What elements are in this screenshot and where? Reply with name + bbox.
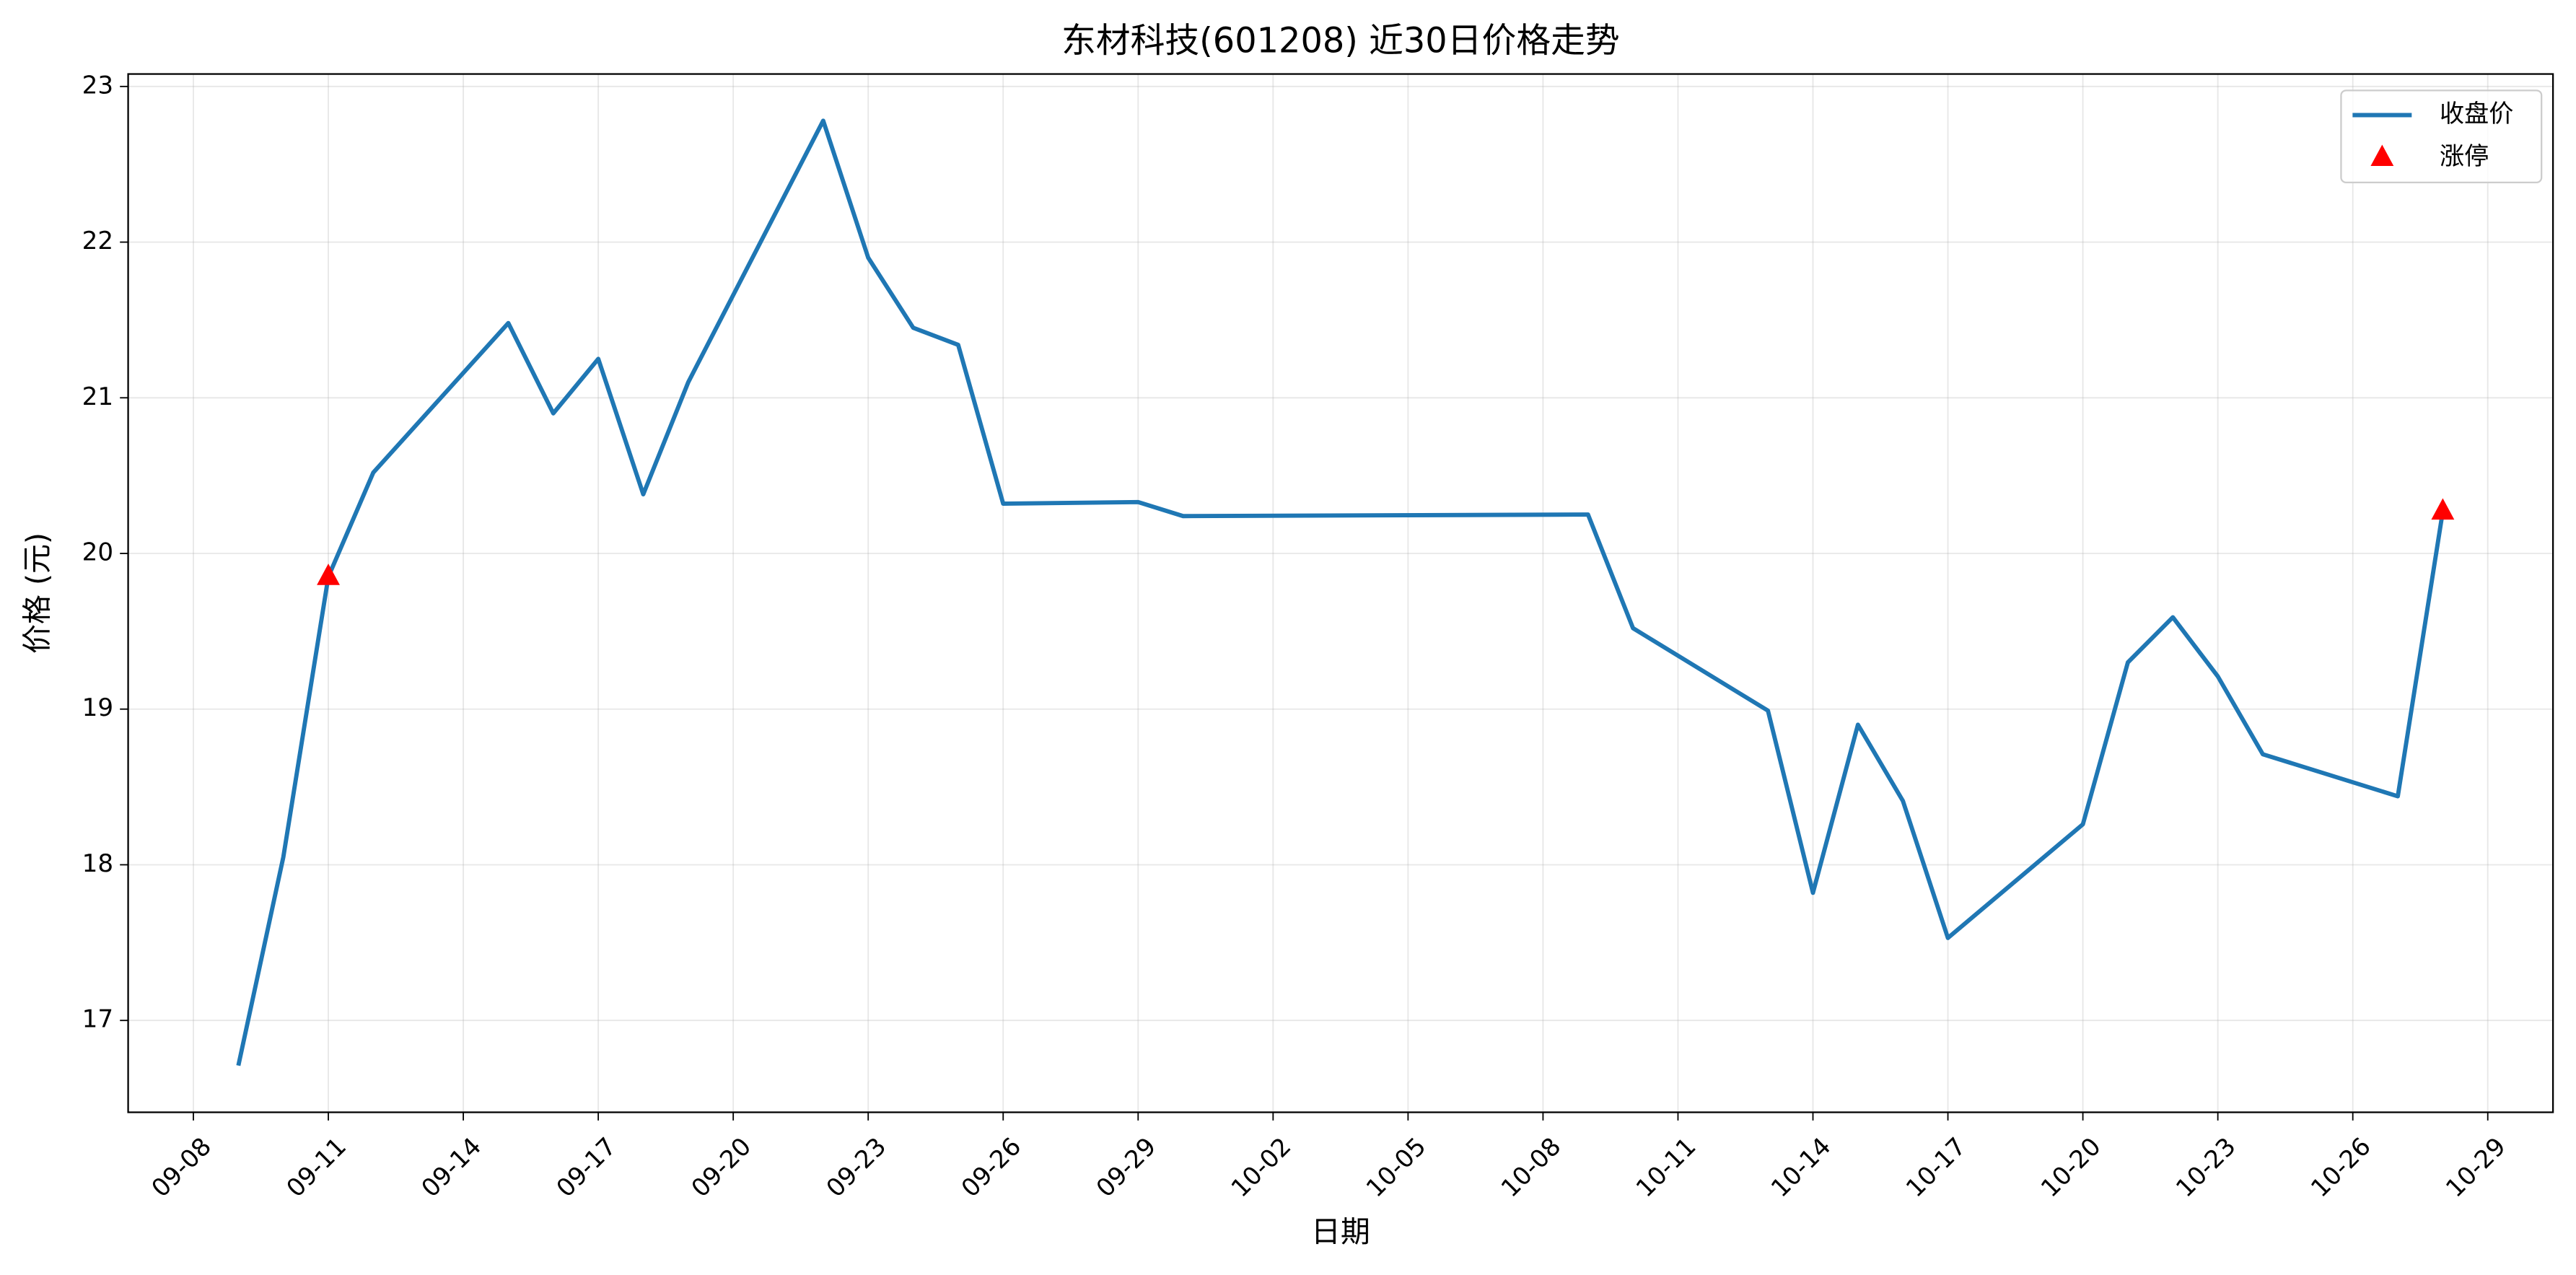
legend-label: 收盘价	[2440, 100, 2513, 128]
legend-marker	[2370, 144, 2394, 167]
y-tick-label: 17	[82, 1005, 113, 1034]
x-axis-label: 日期	[1311, 1214, 1370, 1249]
y-tick-label: 21	[82, 382, 113, 411]
y-tick-label: 19	[82, 693, 113, 722]
y-tick-label: 20	[82, 538, 113, 567]
y-tick-label: 23	[82, 71, 113, 100]
y-tick-label: 22	[82, 227, 113, 255]
limit-up-marker	[317, 564, 340, 585]
y-tick-label: 18	[82, 849, 113, 878]
price-line	[236, 118, 2445, 1066]
limit-up-marker	[2431, 498, 2455, 520]
axes-frame	[127, 73, 2554, 1113]
legend-label: 涨停	[2440, 142, 2489, 171]
chart-title: 东材科技(601208) 近30日价格走势	[1061, 21, 1620, 61]
y-axis-label: 价格 (元)	[20, 533, 55, 654]
